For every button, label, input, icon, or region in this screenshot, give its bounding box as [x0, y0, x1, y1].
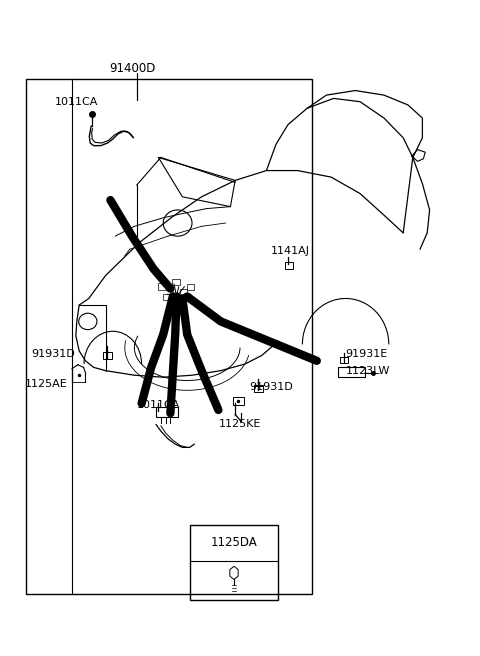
Text: 1125AE: 1125AE: [25, 379, 68, 389]
Text: 1123LW: 1123LW: [346, 365, 390, 376]
Text: 1141AJ: 1141AJ: [271, 245, 310, 256]
Text: 1125KE: 1125KE: [218, 419, 261, 430]
Text: 1125DA: 1125DA: [211, 537, 257, 550]
Text: 1011CA: 1011CA: [137, 400, 180, 411]
Text: 91931D: 91931D: [31, 349, 75, 359]
Text: 1011CA: 1011CA: [55, 96, 98, 107]
Text: 91931D: 91931D: [250, 382, 293, 392]
Text: 91400D: 91400D: [109, 62, 155, 75]
Text: 91931E: 91931E: [346, 349, 388, 359]
